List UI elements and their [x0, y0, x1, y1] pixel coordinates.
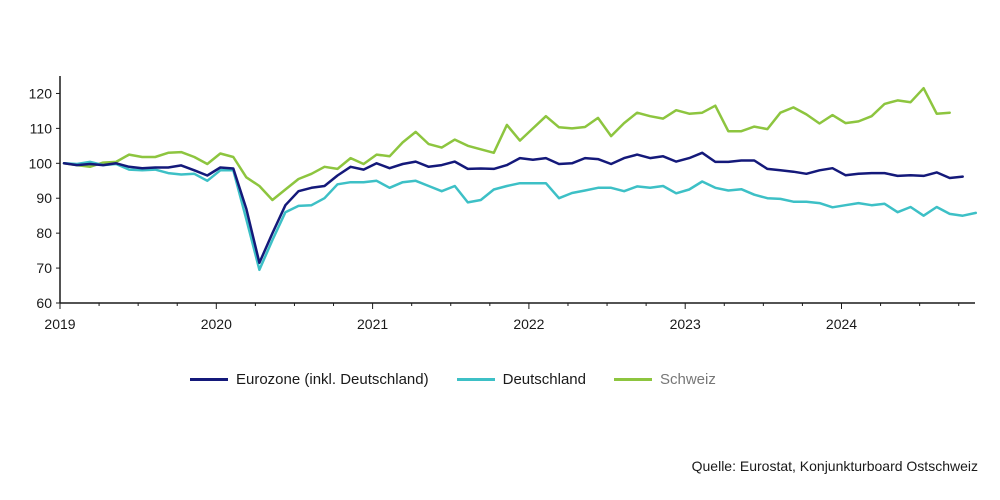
chart-series — [62, 86, 978, 272]
legend-swatch-schweiz — [614, 378, 652, 381]
source-note: Quelle: Eurostat, Konjunkturboard Ostsch… — [691, 458, 978, 474]
legend-swatch-eurozone — [190, 378, 228, 381]
legend-item-schweiz: Schweiz — [614, 371, 716, 388]
legend-item-eurozone: Eurozone (inkl. Deutschland) — [190, 371, 429, 388]
x-tick-label: 2019 — [44, 316, 75, 332]
x-tick-label: 2021 — [357, 316, 388, 332]
x-tick-label: 2022 — [513, 316, 544, 332]
y-tick-label: 120 — [29, 85, 53, 101]
eurozone-line — [62, 151, 964, 265]
legend-label-deutschland: Deutschland — [502, 371, 586, 388]
x-tick-label: 2020 — [201, 316, 232, 332]
chart-axes — [59, 76, 975, 304]
x-tick-label: 2023 — [670, 316, 701, 332]
y-tick-label: 60 — [36, 295, 52, 311]
legend-item-deutschland: Deutschland — [456, 371, 586, 388]
legend-swatch-deutschland — [456, 378, 495, 381]
chart-ticks: 60 70 80 90 100 110 120 2019 2020 2021 2022 2023 202… — [29, 85, 960, 332]
schweiz-line — [62, 86, 951, 202]
y-tick-label: 100 — [29, 155, 53, 171]
chart-legend: Eurozone (inkl. Deutschland) Deutschland… — [190, 371, 744, 388]
x-tick-label: 2024 — [826, 316, 857, 332]
line-chart: 60 70 80 90 100 110 120 2019 2020 2021 2022 2023 202… — [29, 76, 978, 332]
y-tick-label: 80 — [36, 225, 52, 241]
y-tick-label: 90 — [36, 190, 52, 206]
legend-label-eurozone: Eurozone (inkl. Deutschland) — [236, 371, 429, 388]
y-tick-label: 110 — [30, 120, 53, 136]
deutschland-line — [62, 160, 978, 272]
legend-label-schweiz: Schweiz — [660, 371, 716, 388]
y-tick-label: 70 — [36, 260, 52, 276]
